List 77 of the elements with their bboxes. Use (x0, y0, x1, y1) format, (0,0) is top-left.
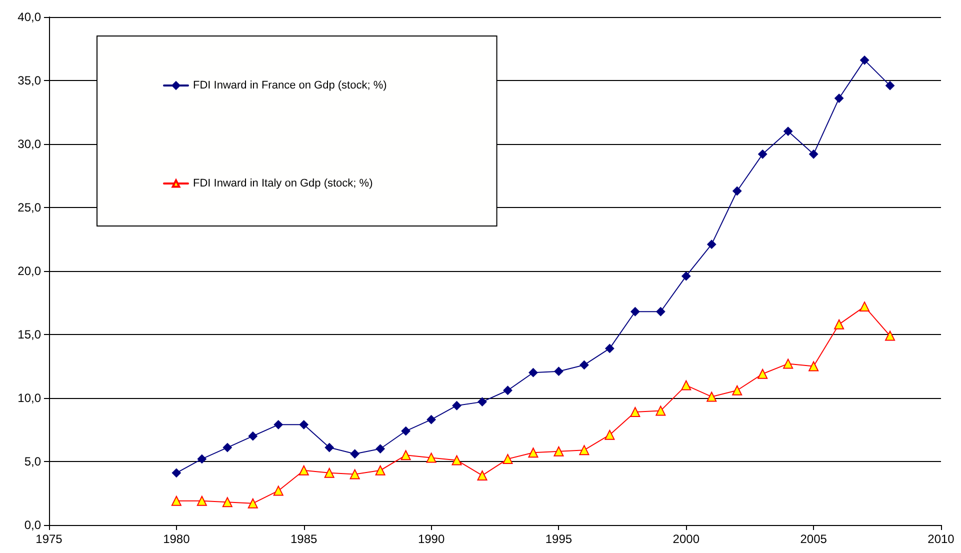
point (758, 150, 768, 159)
point (808, 361, 819, 372)
point (732, 186, 742, 196)
point (376, 444, 385, 454)
point (248, 498, 258, 508)
point (400, 450, 411, 460)
point (604, 430, 615, 440)
point (860, 56, 870, 65)
point (732, 385, 742, 396)
point (528, 448, 538, 458)
point (503, 386, 512, 395)
point (834, 94, 844, 103)
point (452, 401, 462, 410)
legend-label: FDI Inward in France on Gdp (stock; %) (193, 80, 387, 92)
point (197, 454, 206, 464)
point (298, 465, 309, 476)
point (783, 358, 794, 369)
point (299, 420, 308, 430)
point (248, 432, 258, 441)
y-tick-label: 40,0 (18, 10, 42, 24)
legend-label: FDI Inward in Italy on Gdp (stock; %) (193, 178, 373, 190)
point (426, 415, 436, 424)
point (401, 426, 410, 436)
point (809, 150, 818, 159)
point (196, 496, 207, 506)
point (630, 406, 640, 417)
y-tick-label: 15,0 (18, 328, 42, 342)
x-tick-label: 1975 (36, 532, 63, 546)
point (758, 368, 768, 379)
point (274, 420, 283, 430)
y-tick-label: 35,0 (18, 74, 42, 88)
point (477, 470, 488, 480)
point (682, 272, 691, 281)
point (528, 368, 538, 378)
x-tick-label: 2000 (672, 532, 700, 546)
point (630, 307, 640, 316)
point (656, 307, 666, 316)
x-tick-label: 2010 (928, 532, 955, 546)
y-tick-label: 0,0 (24, 518, 42, 532)
point (171, 496, 182, 506)
point (707, 240, 716, 249)
point (324, 468, 334, 478)
point (885, 330, 896, 341)
point (452, 455, 462, 466)
point (222, 443, 232, 452)
point (273, 486, 284, 496)
point (579, 445, 590, 456)
point (478, 397, 487, 406)
point (784, 126, 793, 136)
point (681, 380, 692, 390)
y-tick-label: 20,0 (18, 264, 42, 278)
x-tick-label: 2005 (800, 532, 828, 546)
y-tick-label: 5,0 (24, 454, 42, 468)
point (706, 392, 717, 402)
point (426, 452, 436, 463)
x-tick-label: 1980 (163, 532, 190, 546)
point (350, 469, 360, 480)
x-tick-label: 1990 (418, 532, 445, 546)
x-tick-label: 1995 (545, 532, 572, 546)
point (375, 465, 386, 476)
point (554, 446, 564, 456)
x-tick-label: 1985 (290, 532, 318, 546)
point (172, 468, 181, 478)
point (324, 443, 334, 452)
point (554, 366, 564, 376)
point (656, 406, 666, 416)
point (502, 454, 513, 464)
point (860, 302, 870, 312)
y-tick-label: 25,0 (18, 200, 42, 214)
point (222, 497, 232, 508)
point (605, 344, 614, 353)
point (350, 449, 360, 458)
point (580, 360, 589, 370)
y-tick-label: 10,0 (18, 391, 42, 405)
point (886, 81, 895, 90)
y-tick-label: 30,0 (18, 137, 42, 151)
point (834, 319, 844, 330)
